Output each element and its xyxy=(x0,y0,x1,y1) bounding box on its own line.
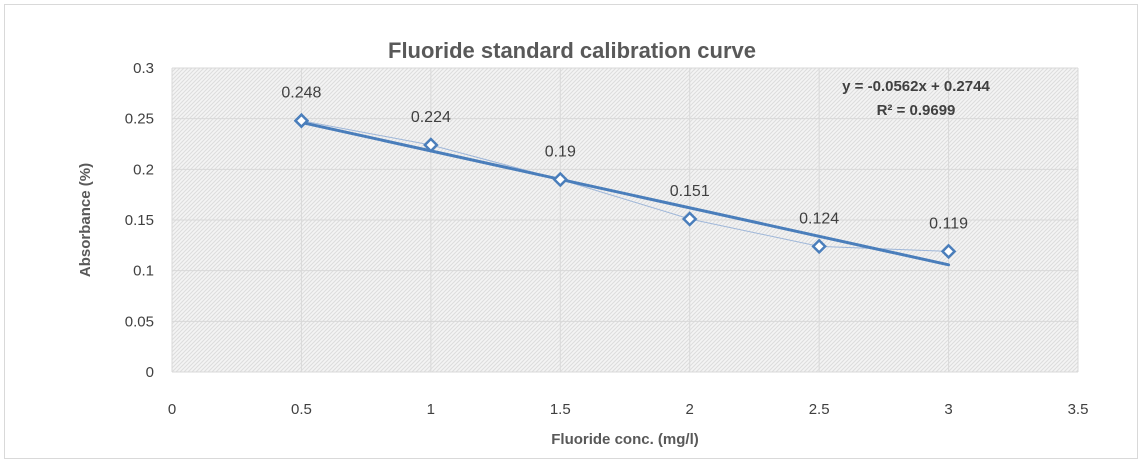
y-tick-label: 0.15 xyxy=(125,212,154,229)
data-point-marker xyxy=(681,211,698,227)
y-tick-label: 0 xyxy=(146,364,154,381)
data-point-marker xyxy=(423,137,439,153)
data-point-marker xyxy=(940,243,957,260)
y-tick-label: 0.1 xyxy=(133,263,154,280)
x-tick-label: 2.5 xyxy=(809,401,830,418)
data-point-label: 0.151 xyxy=(670,183,710,200)
trendline-equation: y = -0.0562x + 0.2744 xyxy=(842,78,990,95)
x-tick-label: 3.5 xyxy=(1068,401,1089,418)
y-axis-ticks: 0 0.05 0.1 0.15 0.2 0.25 0.3 xyxy=(125,60,154,381)
x-tick-label: 0.5 xyxy=(291,401,312,418)
trendline-r-squared: R² = 0.9699 xyxy=(877,102,956,119)
data-point-label: 0.19 xyxy=(545,143,576,160)
chart-title: Fluoride standard calibration curve xyxy=(388,38,756,63)
linear-trendline xyxy=(299,120,951,267)
data-point-marker xyxy=(552,171,569,188)
y-tick-label: 0.05 xyxy=(125,313,154,330)
data-point-label: 0.248 xyxy=(281,85,321,102)
x-tick-label: 1 xyxy=(427,401,435,418)
x-tick-label: 2 xyxy=(686,401,694,418)
series-connector-line xyxy=(301,120,949,252)
x-tick-label: 1.5 xyxy=(550,401,571,418)
y-tick-label: 0.3 xyxy=(133,60,154,77)
data-labels: 0.248 0.224 0.19 0.151 0.124 0.119 xyxy=(281,85,968,233)
data-point-label: 0.224 xyxy=(411,109,451,126)
gridlines xyxy=(171,67,1079,373)
x-axis-title: Fluoride conc. (mg/l) xyxy=(551,431,699,448)
data-series xyxy=(293,112,957,267)
y-tick-label: 0.25 xyxy=(125,111,154,128)
x-axis-ticks: 0 0.5 1 1.5 2 2.5 3 3.5 xyxy=(168,401,1089,418)
data-point-label: 0.119 xyxy=(929,215,968,232)
x-tick-label: 3 xyxy=(944,401,952,418)
x-tick-label: 0 xyxy=(168,401,176,418)
y-tick-label: 0.2 xyxy=(133,161,154,178)
data-point-marker xyxy=(293,112,310,129)
y-axis-title: Absorbance (%) xyxy=(77,163,94,277)
data-point-marker xyxy=(811,238,827,255)
data-point-label: 0.124 xyxy=(799,210,839,227)
